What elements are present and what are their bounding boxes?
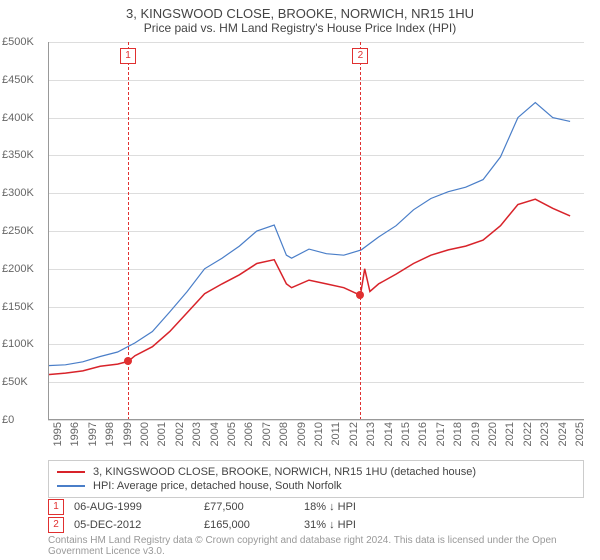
- x-tick-label: 1999: [122, 422, 134, 446]
- x-tick-label: 2000: [139, 422, 151, 446]
- y-tick-label: £250K: [2, 225, 34, 237]
- x-tick-label: 2003: [191, 422, 203, 446]
- y-tick-label: £400K: [2, 112, 34, 124]
- x-tick-label: 2010: [313, 422, 325, 446]
- sale-row: 2 05-DEC-2012 £165,000 31% ↓ HPI: [48, 516, 584, 534]
- chart-subtitle: Price paid vs. HM Land Registry's House …: [0, 21, 600, 39]
- x-tick-label: 2020: [487, 422, 499, 446]
- gridline: [48, 420, 584, 421]
- x-tick-label: 2002: [174, 422, 186, 446]
- x-tick-label: 2017: [435, 422, 447, 446]
- sale-row-diff: 31% ↓ HPI: [304, 519, 394, 531]
- plot-area: 12: [48, 42, 584, 420]
- x-tick-label: 2013: [365, 422, 377, 446]
- sale-point: [124, 357, 132, 365]
- x-tick-label: 2006: [243, 422, 255, 446]
- x-tick-label: 1995: [52, 422, 64, 446]
- footnote: Contains HM Land Registry data © Crown c…: [48, 535, 584, 557]
- x-tick-label: 2001: [156, 422, 168, 446]
- sale-row-marker: 2: [48, 517, 64, 533]
- x-tick-label: 2023: [539, 422, 551, 446]
- sale-row-date: 06-AUG-1999: [74, 501, 194, 513]
- x-tick-label: 2014: [383, 422, 395, 446]
- legend-label-hpi: HPI: Average price, detached house, Sout…: [93, 480, 342, 492]
- x-tick-label: 2005: [226, 422, 238, 446]
- x-tick-label: 2004: [209, 422, 221, 446]
- legend-swatch-property: [57, 471, 85, 473]
- sale-marker-box: 1: [120, 48, 136, 64]
- legend: 3, KINGSWOOD CLOSE, BROOKE, NORWICH, NR1…: [48, 460, 584, 498]
- sale-marker-box: 2: [352, 48, 368, 64]
- y-tick-label: £0: [2, 414, 14, 426]
- x-tick-label: 2016: [417, 422, 429, 446]
- x-tick-label: 1998: [104, 422, 116, 446]
- y-tick-label: £350K: [2, 149, 34, 161]
- sales-table: 1 06-AUG-1999 £77,500 18% ↓ HPI 2 05-DEC-2012…: [48, 498, 584, 534]
- legend-item-property: 3, KINGSWOOD CLOSE, BROOKE, NORWICH, NR1…: [57, 465, 575, 479]
- sale-row: 1 06-AUG-1999 £77,500 18% ↓ HPI: [48, 498, 584, 516]
- x-tick-label: 2021: [504, 422, 516, 446]
- x-tick-label: 2009: [296, 422, 308, 446]
- y-tick-label: £50K: [2, 376, 28, 388]
- x-tick-label: 2011: [330, 422, 342, 446]
- sale-marker-line: [360, 42, 361, 420]
- property-line: [48, 199, 570, 374]
- x-tick-label: 2024: [557, 422, 569, 446]
- sale-row-price: £165,000: [204, 519, 294, 531]
- x-tick-label: 2015: [400, 422, 412, 446]
- sale-point: [356, 291, 364, 299]
- x-tick-label: 2019: [470, 422, 482, 446]
- x-tick-label: 2012: [348, 422, 360, 446]
- x-tick-label: 2018: [452, 422, 464, 446]
- x-tick-label: 2025: [574, 422, 586, 446]
- chart-title: 3, KINGSWOOD CLOSE, BROOKE, NORWICH, NR1…: [0, 0, 600, 21]
- legend-item-hpi: HPI: Average price, detached house, Sout…: [57, 479, 575, 493]
- legend-label-property: 3, KINGSWOOD CLOSE, BROOKE, NORWICH, NR1…: [93, 466, 476, 478]
- x-tick-label: 1996: [69, 422, 81, 446]
- y-tick-label: £100K: [2, 338, 34, 350]
- y-tick-label: £500K: [2, 36, 34, 48]
- sale-row-price: £77,500: [204, 501, 294, 513]
- sale-row-date: 05-DEC-2012: [74, 519, 194, 531]
- y-tick-label: £300K: [2, 187, 34, 199]
- y-tick-label: £450K: [2, 74, 34, 86]
- legend-swatch-hpi: [57, 485, 85, 487]
- y-tick-label: £200K: [2, 263, 34, 275]
- y-tick-label: £150K: [2, 301, 34, 313]
- x-tick-label: 2007: [261, 422, 273, 446]
- x-tick-label: 2008: [278, 422, 290, 446]
- x-tick-label: 2022: [522, 422, 534, 446]
- x-tick-label: 1997: [87, 422, 99, 446]
- sale-row-diff: 18% ↓ HPI: [304, 501, 394, 513]
- hpi-line: [48, 103, 570, 366]
- sale-row-marker: 1: [48, 499, 64, 515]
